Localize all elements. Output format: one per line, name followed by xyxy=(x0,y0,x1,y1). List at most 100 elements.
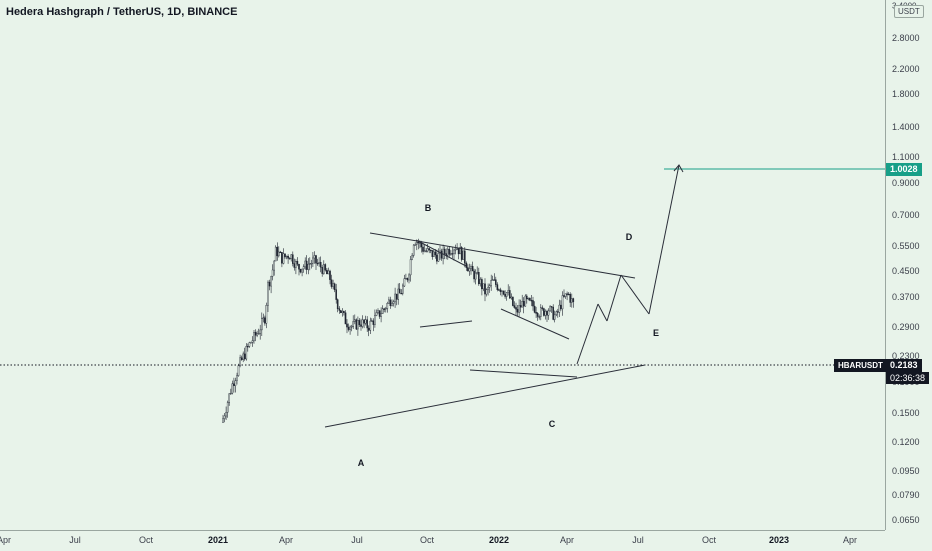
candle-body xyxy=(507,290,510,293)
candle-body xyxy=(395,293,398,300)
candle-body xyxy=(488,285,491,288)
time-axis[interactable]: Apr Jul Oct 2021 Apr Jul Oct 2022 Apr Jul Oct 2023 A… xyxy=(0,530,885,551)
candle-body xyxy=(309,263,311,265)
candle-body xyxy=(512,296,514,306)
candle-body xyxy=(288,258,291,260)
candle-body xyxy=(464,250,466,264)
candle-body xyxy=(560,304,562,310)
candle-body xyxy=(375,312,378,316)
candle-body xyxy=(357,320,359,330)
candle-body xyxy=(496,284,499,290)
candle-body xyxy=(518,305,520,313)
candle-body xyxy=(360,324,362,327)
candle-body xyxy=(242,353,245,360)
candle-body xyxy=(257,333,260,335)
price-tick-label: 0.0790 xyxy=(892,490,920,500)
candle-body xyxy=(437,253,440,262)
candle-body xyxy=(434,251,437,256)
candle-body xyxy=(251,340,254,343)
candle-body xyxy=(302,266,305,270)
candle-body xyxy=(327,270,330,275)
candle-body xyxy=(267,281,269,306)
candle-body xyxy=(305,260,308,270)
candle-body xyxy=(330,279,333,287)
candle-body xyxy=(372,320,375,325)
candle-body xyxy=(465,262,468,268)
candle-body xyxy=(225,412,227,417)
price-tick-label: 0.2900 xyxy=(892,322,920,332)
candle-body xyxy=(459,247,462,255)
candle-body xyxy=(324,264,327,271)
candle-body xyxy=(358,320,361,325)
candle-body xyxy=(313,255,316,259)
candle-body xyxy=(485,289,488,295)
price-tick-label: 0.9000 xyxy=(892,178,920,188)
candles xyxy=(222,238,575,423)
candle-body xyxy=(536,313,539,317)
candle-body xyxy=(453,249,455,254)
candle-body xyxy=(256,333,258,336)
price-tick-label: 0.3700 xyxy=(892,292,920,302)
candle-body xyxy=(412,244,415,256)
wave-label-c: C xyxy=(548,419,556,429)
price-axis[interactable]: 3.4000 2.80002.20001.80001.40001.10000.9… xyxy=(885,0,932,530)
candle-body xyxy=(544,311,547,316)
candle-body xyxy=(522,301,525,307)
time-tick-label: Apr xyxy=(278,535,294,545)
candle-body xyxy=(381,308,384,314)
candle-body xyxy=(513,305,516,308)
candle-body xyxy=(371,320,373,322)
candle-body xyxy=(298,264,300,270)
candle-body xyxy=(495,279,497,285)
time-tick-label: Apr xyxy=(0,535,12,545)
candle-body xyxy=(482,283,485,290)
candle-body xyxy=(271,269,274,277)
candle-body xyxy=(411,255,413,260)
trendline xyxy=(469,369,578,378)
price-tick-label: 1.8000 xyxy=(892,89,920,99)
candle-body xyxy=(561,295,564,310)
candle-body xyxy=(350,326,353,328)
candle-body xyxy=(380,313,382,317)
price-tick-label: 1.1000 xyxy=(892,152,920,162)
candle-body xyxy=(440,250,443,259)
trendline xyxy=(576,303,599,365)
unit-badge[interactable]: USDT xyxy=(894,5,924,18)
candle-body xyxy=(344,312,347,325)
candle-body xyxy=(515,307,517,310)
wave-label-b: B xyxy=(424,203,432,213)
candle-body xyxy=(509,290,511,299)
price-tick-label: 0.7000 xyxy=(892,210,920,220)
candle-body xyxy=(397,288,400,300)
candle-body xyxy=(476,272,479,274)
drawing-lines xyxy=(0,164,885,428)
candle-body xyxy=(245,346,248,360)
price-tick-label: 0.1500 xyxy=(892,408,920,418)
candle-body xyxy=(538,316,540,318)
candle-body xyxy=(436,254,438,262)
candle-body xyxy=(248,342,251,347)
wave-label-e: E xyxy=(652,328,660,338)
candle-body xyxy=(361,319,364,327)
candle-body xyxy=(383,308,386,310)
candle-body xyxy=(479,279,482,284)
candle-body xyxy=(299,269,302,273)
candle-body xyxy=(428,248,431,251)
candle-body xyxy=(385,308,387,310)
candle-body xyxy=(279,251,282,254)
candle-body xyxy=(567,293,570,296)
candle-body xyxy=(293,263,296,268)
price-tick-label: 1.4000 xyxy=(892,122,920,132)
time-tick-label: Jul xyxy=(351,535,363,545)
candle-body xyxy=(547,310,550,316)
candle-body xyxy=(223,415,226,419)
candle-body xyxy=(431,250,434,257)
candle-body xyxy=(521,301,523,308)
candle-body xyxy=(301,268,303,273)
plot-area[interactable] xyxy=(0,0,885,530)
candle-body xyxy=(285,255,288,258)
projection-arrowhead-icon xyxy=(673,164,684,173)
candle-body xyxy=(259,329,262,334)
candle-body xyxy=(502,290,505,295)
